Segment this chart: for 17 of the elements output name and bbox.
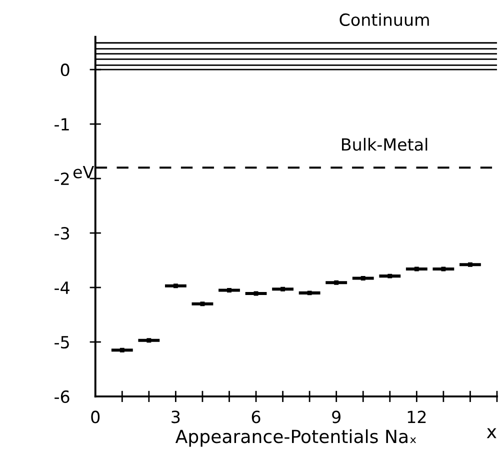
text: x [486,428,496,438]
x-tick-label: 12 [408,410,426,424]
y-tick-label: -4 [54,282,70,294]
x-tick-label: 0 [91,410,100,424]
y-axis-title: eV [73,166,94,178]
y-tick-label: -5 [54,336,69,349]
y-tick-label: -2 [54,172,69,185]
ref-line-label: Continuum [340,13,429,26]
x-tick-label: 6 [252,410,260,424]
x-tick-label: 9 [332,410,340,424]
y-tick-label: 0 [60,64,70,76]
y-tick-label: -1 [54,118,69,130]
x-axis-title: Appearance-Potentials Naₓ [175,429,416,447]
y-tick-label: -6 [54,390,70,404]
x-tick-label: 3 [172,410,180,424]
y-tick-label: -3 [54,226,70,240]
ref-line-label: Bulk-Metal [342,138,428,151]
